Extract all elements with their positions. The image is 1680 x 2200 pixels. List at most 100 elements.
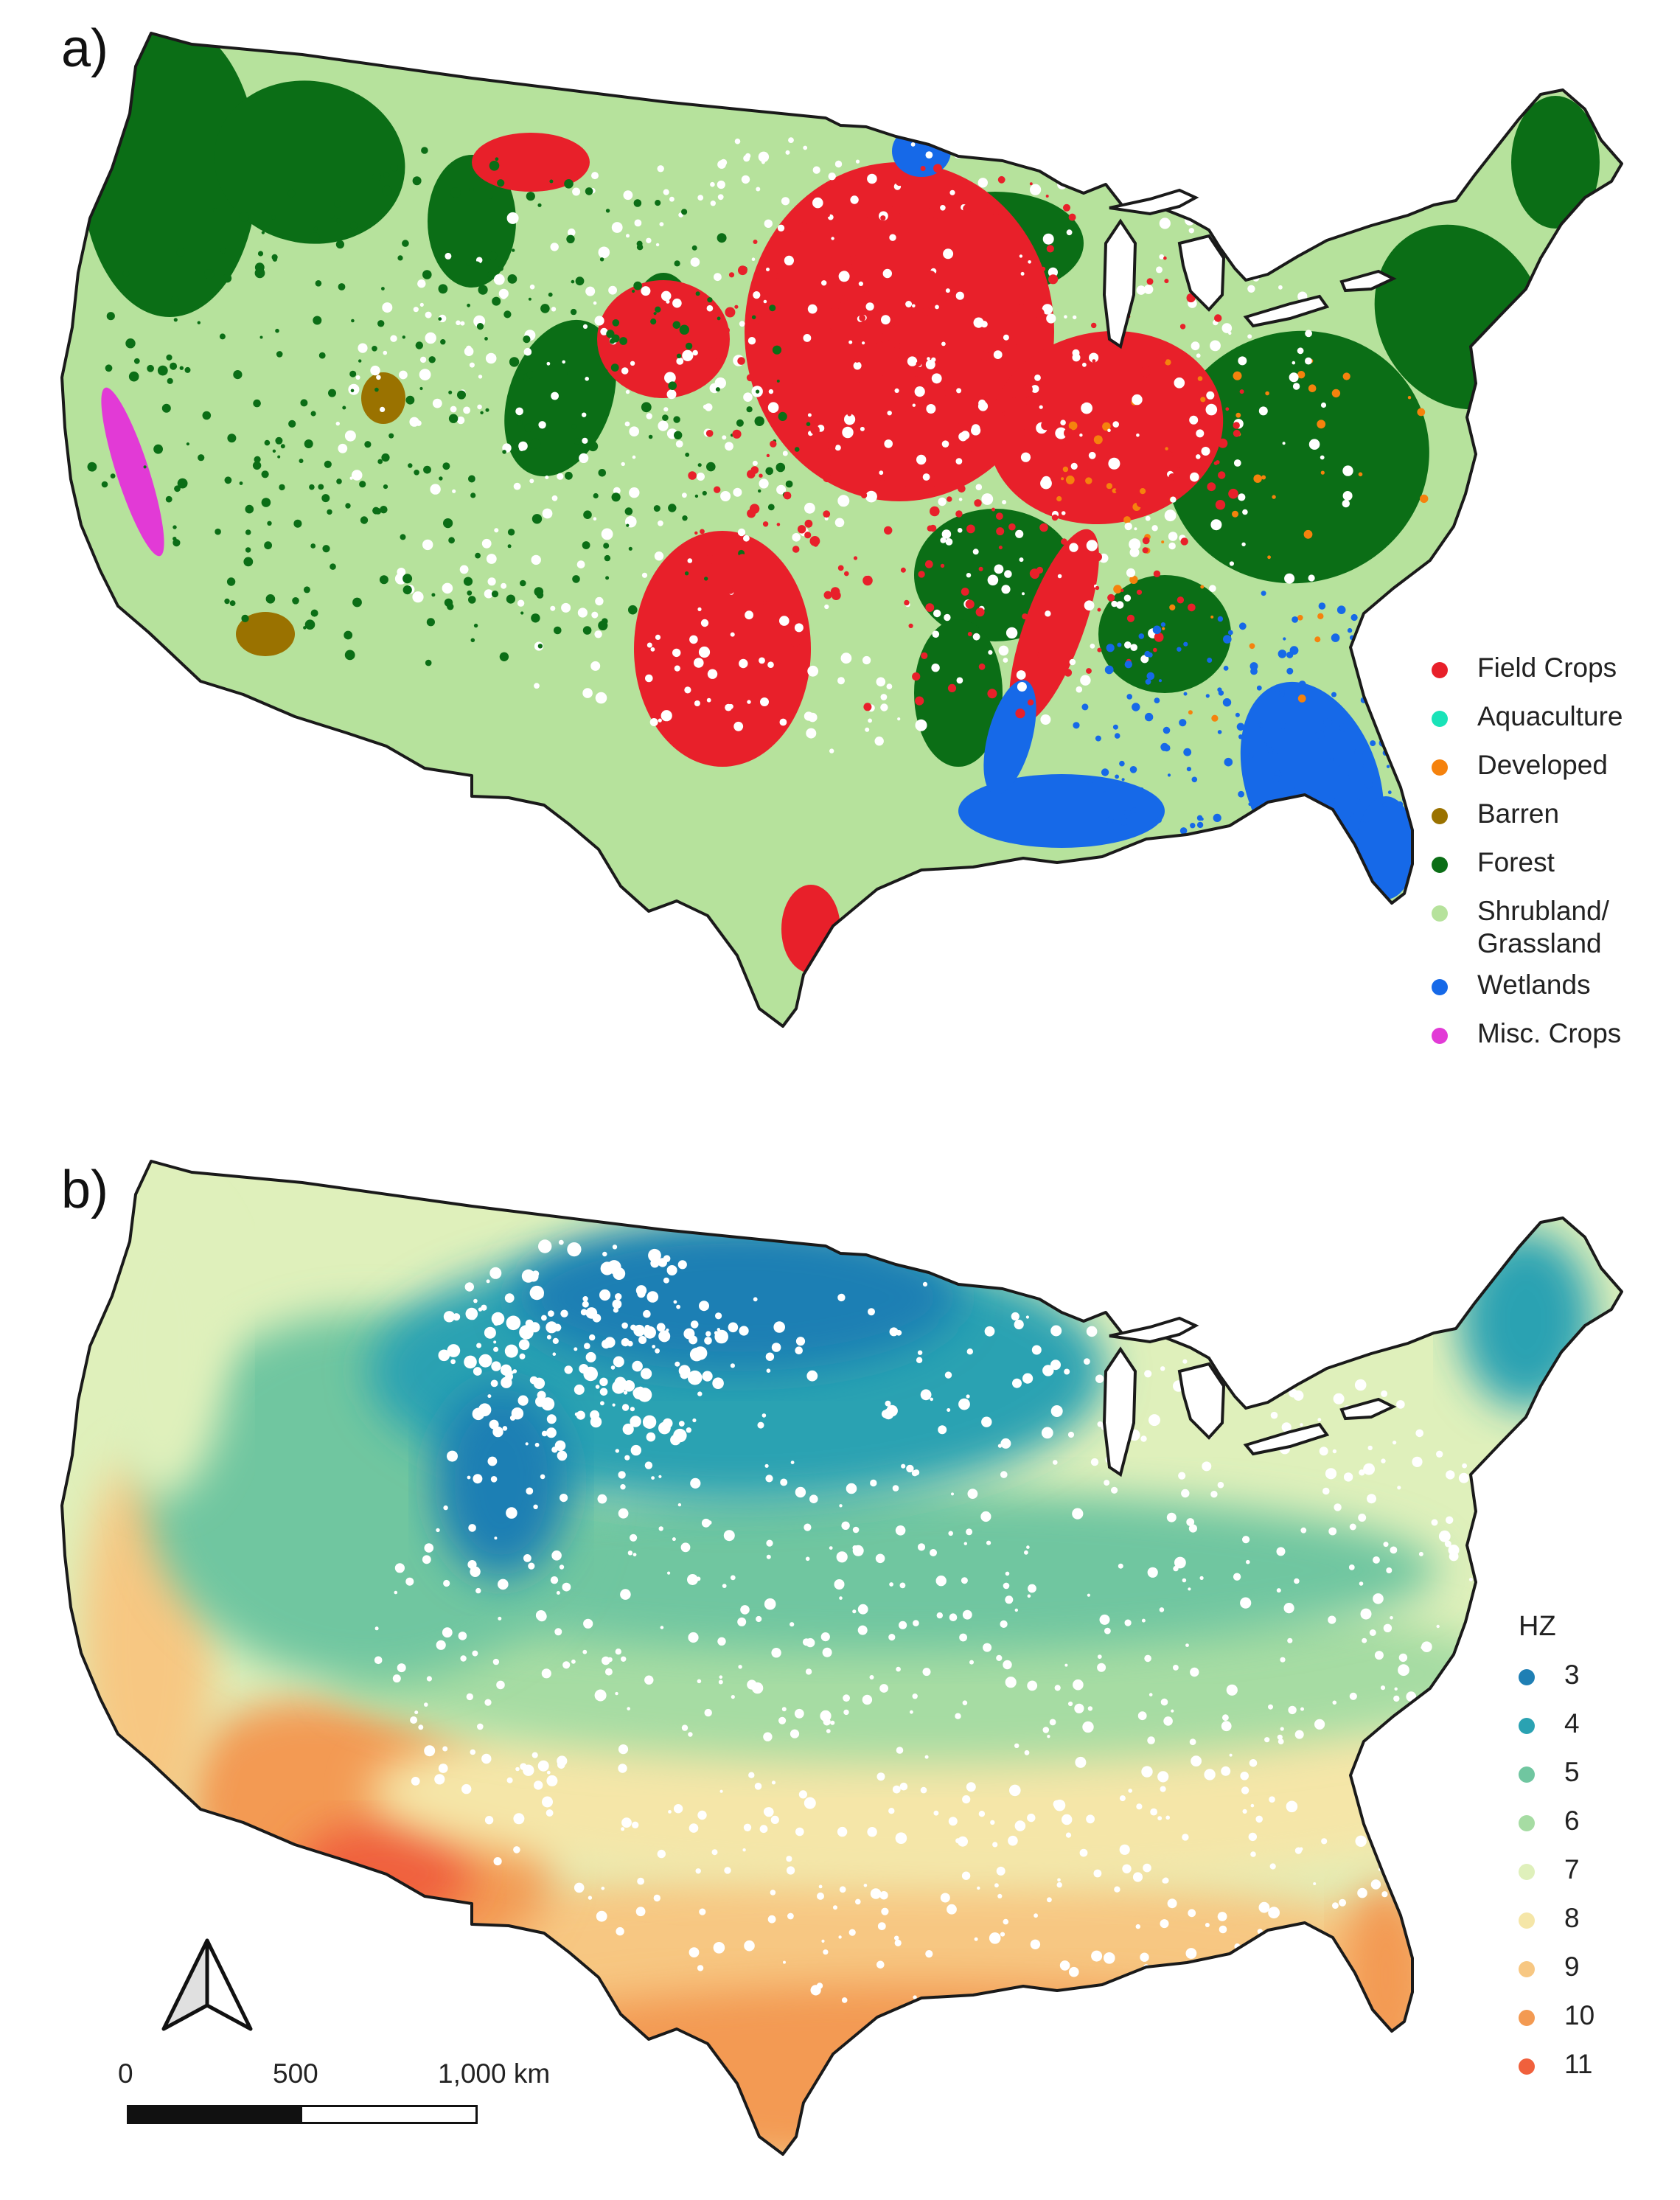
developed-speck	[1102, 422, 1111, 431]
unclassified-speck	[493, 1320, 499, 1326]
forest-speck	[402, 335, 405, 339]
unclassified-speck	[820, 1710, 832, 1722]
unclassified-speck	[601, 528, 613, 540]
unclassified-speck	[956, 677, 963, 684]
unclassified-speck	[1202, 1461, 1212, 1472]
unclassified-speck	[782, 450, 788, 456]
wetlands-speck	[1235, 712, 1240, 717]
unclassified-speck	[938, 1425, 947, 1435]
unclassified-speck	[1386, 1567, 1393, 1573]
unclassified-speck	[1250, 1851, 1256, 1857]
unclassified-speck	[478, 375, 483, 379]
unclassified-speck	[831, 237, 834, 240]
unclassified-speck	[561, 602, 571, 613]
forest-speck	[172, 539, 181, 547]
unclassified-speck	[852, 1545, 864, 1556]
unclassified-speck	[486, 1279, 490, 1284]
forest-speck	[704, 577, 708, 581]
unclassified-speck	[504, 1293, 515, 1303]
unclassified-speck	[513, 1813, 525, 1825]
unclassified-speck	[526, 1487, 534, 1495]
forest-speck	[611, 492, 621, 502]
field-crops-speck	[1027, 699, 1034, 706]
forest-speck	[133, 358, 140, 364]
unclassified-speck	[879, 1684, 888, 1693]
unclassified-speck	[704, 1337, 712, 1345]
unclassified-speck	[1418, 1718, 1431, 1730]
unclassified-speck	[1149, 1306, 1161, 1317]
wetlands-speck	[1330, 757, 1334, 762]
forest-speck	[695, 291, 700, 296]
unclassified-speck	[972, 549, 979, 555]
field-crops-region	[472, 133, 590, 192]
forest-speck	[170, 362, 178, 370]
unclassified-speck	[577, 608, 588, 618]
unclassified-speck	[657, 1849, 666, 1859]
wetlands-speck	[1145, 678, 1151, 685]
unclassified-speck	[620, 1484, 626, 1490]
field-crops-speck	[1015, 709, 1025, 719]
unclassified-speck	[1394, 1687, 1398, 1691]
wetlands-speck	[1388, 703, 1396, 711]
unclassified-speck	[738, 1665, 742, 1669]
field-crops-speck	[1048, 274, 1059, 285]
unclassified-speck	[787, 1912, 794, 1920]
unclassified-speck	[1398, 1664, 1409, 1677]
forest-speck	[604, 554, 611, 562]
unclassified-speck	[1129, 538, 1141, 551]
unclassified-speck	[658, 1330, 671, 1343]
unclassified-speck	[1171, 1709, 1174, 1713]
country-outline	[60, 1160, 1623, 2156]
hardiness-zone-legend-item: 8	[1519, 1902, 1594, 1951]
unclassified-speck	[548, 1310, 554, 1317]
wetlands-speck	[1117, 642, 1122, 647]
unclassified-speck	[717, 1637, 726, 1646]
unclassified-speck	[568, 228, 576, 237]
unclassified-speck	[468, 1524, 476, 1532]
forest-speck	[412, 176, 422, 186]
unclassified-speck	[374, 1626, 379, 1631]
unclassified-speck	[652, 1345, 656, 1348]
unclassified-speck	[1268, 1907, 1280, 1919]
hardiness-zone-legend-swatch	[1519, 1815, 1535, 1831]
unclassified-speck	[766, 1368, 771, 1373]
unclassified-speck	[613, 1267, 626, 1280]
forest-speck	[338, 283, 346, 290]
unclassified-speck	[889, 1327, 899, 1337]
wetlands-speck	[1073, 722, 1080, 729]
unclassified-speck	[615, 1293, 622, 1301]
forest-speck	[388, 433, 394, 439]
unclassified-speck	[1132, 394, 1143, 405]
field-crops-speck	[963, 204, 972, 213]
unclassified-speck	[783, 1960, 786, 1964]
unclassified-speck	[940, 537, 947, 543]
forest-speck	[469, 187, 474, 192]
unclassified-speck	[649, 718, 658, 726]
unclassified-speck	[1141, 1766, 1153, 1778]
wetlands-speck	[1217, 616, 1224, 622]
forest-speck	[299, 459, 304, 464]
forest-speck	[293, 519, 302, 528]
unclassified-speck	[874, 737, 884, 746]
forest-speck	[478, 285, 488, 295]
field-crops-speck	[810, 425, 820, 435]
wetlands-speck	[1115, 774, 1119, 779]
developed-speck	[1123, 516, 1131, 523]
unclassified-speck	[567, 1242, 582, 1257]
forest-speck	[271, 215, 276, 220]
unclassified-speck	[699, 1908, 706, 1915]
unclassified-speck	[558, 1239, 564, 1245]
unclassified-speck	[1086, 540, 1098, 551]
forest-speck	[265, 594, 276, 604]
unclassified-speck	[1277, 1734, 1283, 1740]
field-crops-speck	[1086, 668, 1092, 674]
unclassified-speck	[1225, 1336, 1230, 1340]
field-crops-speck	[1126, 614, 1135, 622]
field-crops-speck	[890, 351, 899, 360]
unclassified-speck	[627, 1707, 630, 1710]
developed-speck	[1235, 412, 1241, 418]
unclassified-speck	[1305, 330, 1312, 338]
developed-speck	[1056, 495, 1062, 502]
hardiness-zone-legend-label: 9	[1564, 1952, 1580, 1982]
forest-speck	[540, 304, 550, 313]
